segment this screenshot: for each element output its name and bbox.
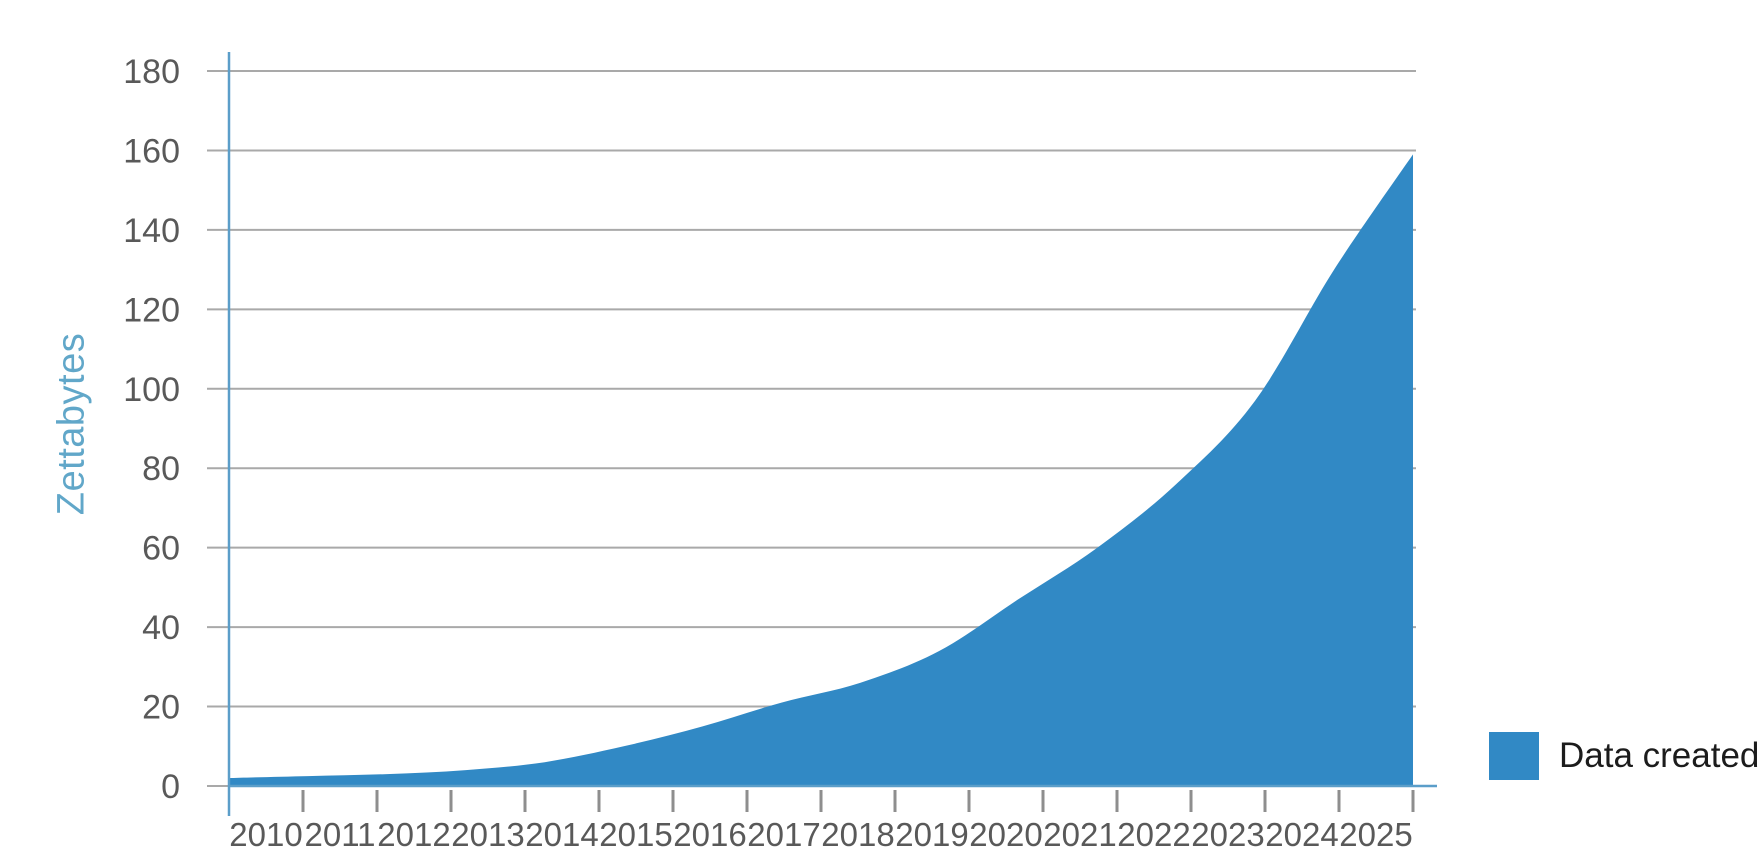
x-tick-label: 2021 [1043,816,1116,853]
x-tick-label: 2011 [305,816,376,853]
y-tick-label: 140 [123,212,180,250]
data-created-area [229,154,1413,786]
legend-label-data-created: Data created [1559,736,1760,775]
y-tick-label: 100 [123,371,180,409]
legend-swatch-data-created [1489,732,1539,780]
legend: Data created [1489,732,1759,780]
x-tick-label: 2020 [969,816,1042,853]
y-tick-label: 120 [123,291,180,329]
x-tick-label: 2015 [599,816,672,853]
x-tick-label: 2025 [1339,816,1412,853]
y-tick-label: 40 [142,609,180,647]
x-tick-label: 2014 [525,816,598,853]
y-tick-label: 20 [142,689,180,727]
x-tick-label: 2017 [747,816,820,853]
x-tick-label: 2016 [673,816,746,853]
x-tick-label: 2023 [1191,816,1264,853]
x-tick-label: 2013 [451,816,524,853]
y-tick-label: 80 [142,450,180,488]
x-tick-label: 2022 [1117,816,1190,853]
y-axis-title: Zettabytes [50,332,93,516]
x-tick-label: 2010 [229,816,302,853]
x-tick-label: 2018 [821,816,894,853]
y-tick-label: 180 [123,53,180,91]
y-tick-label: 160 [123,132,180,170]
x-tick-label: 2019 [895,816,968,853]
x-tick-label: 2012 [377,816,450,853]
x-tick-label: 2024 [1265,816,1338,853]
y-tick-label: 0 [161,768,180,806]
y-tick-label: 60 [142,530,180,568]
